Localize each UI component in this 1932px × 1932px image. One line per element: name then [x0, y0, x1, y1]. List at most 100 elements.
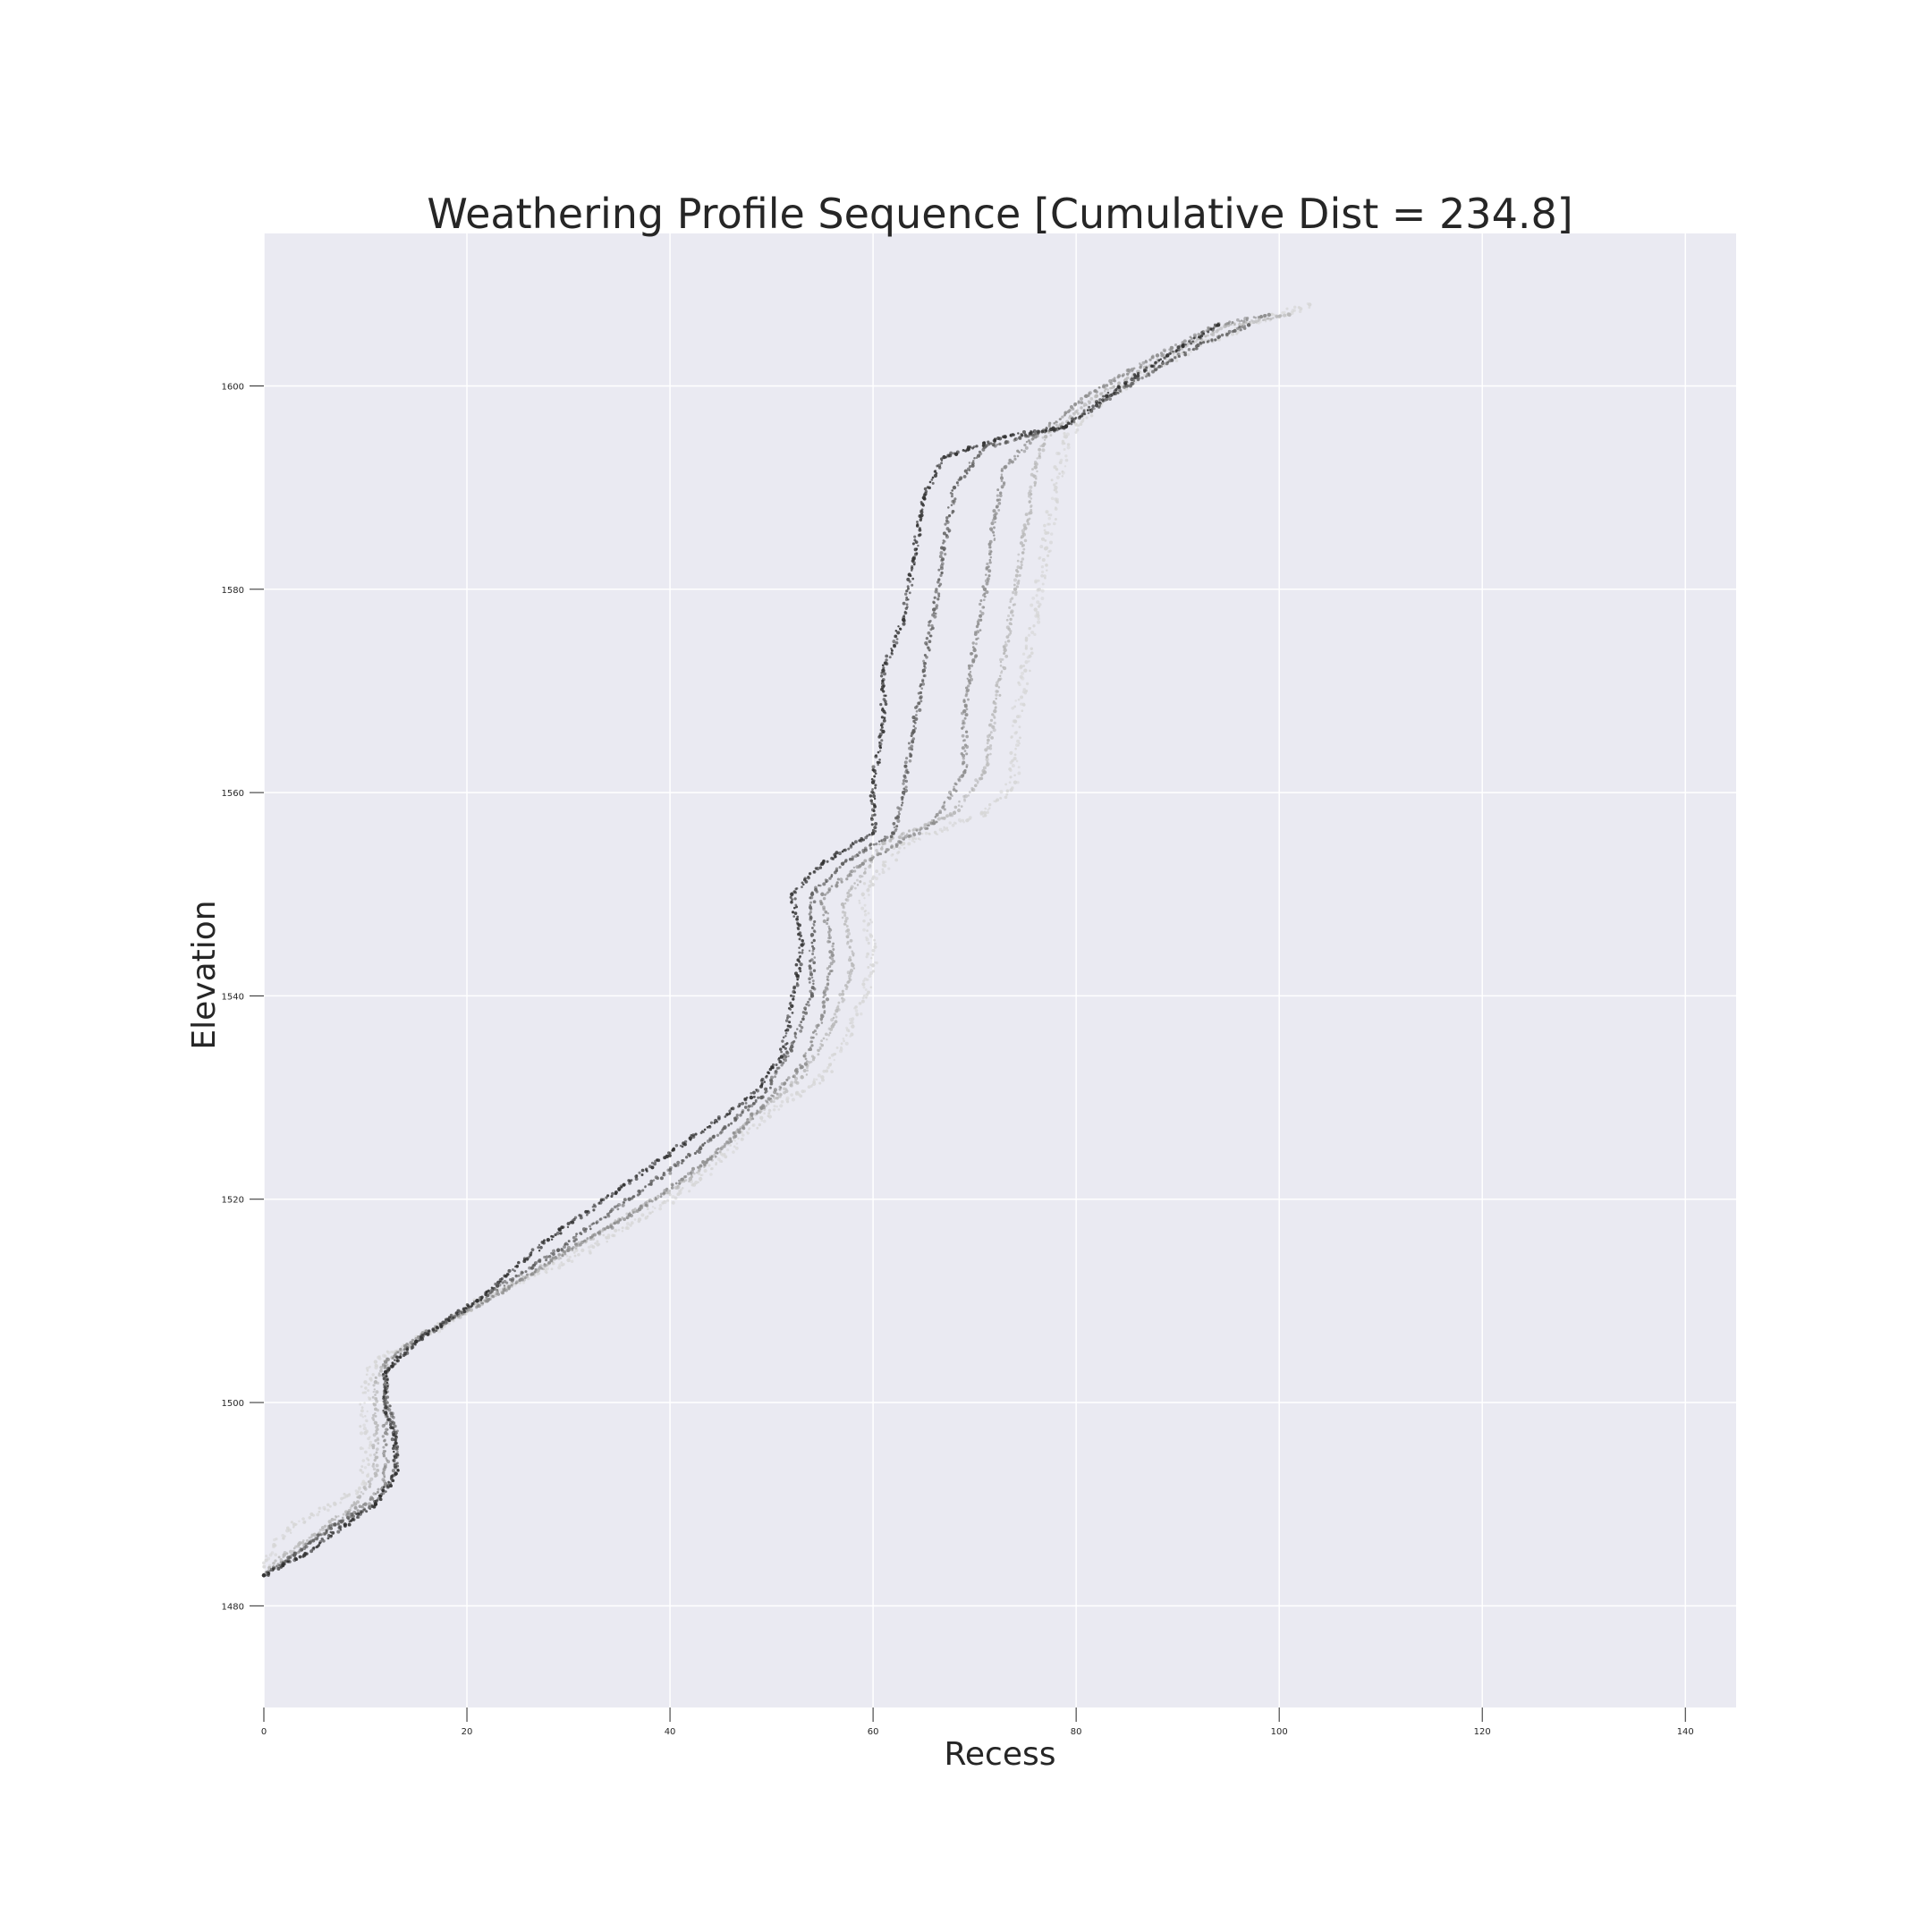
data-point	[1050, 479, 1054, 482]
data-point	[874, 784, 877, 787]
data-point	[379, 1497, 383, 1502]
data-point	[419, 1335, 422, 1338]
data-point	[1047, 522, 1051, 526]
x-tick-label: 40	[665, 1727, 676, 1737]
data-point	[813, 919, 817, 924]
data-point	[524, 1276, 527, 1280]
data-point	[1233, 328, 1237, 333]
data-point	[326, 1533, 331, 1538]
data-point	[817, 1073, 821, 1078]
data-point	[813, 956, 817, 959]
data-point	[1049, 434, 1053, 437]
data-point	[436, 1326, 440, 1330]
data-point	[826, 1065, 830, 1070]
data-point	[1030, 508, 1033, 512]
data-point	[822, 1069, 826, 1073]
data-point	[261, 1573, 267, 1578]
data-point	[983, 441, 986, 445]
data-point	[292, 1522, 297, 1527]
data-point	[1019, 736, 1021, 740]
data-point	[388, 1404, 392, 1408]
data-point	[849, 959, 852, 962]
data-point	[588, 1224, 592, 1228]
data-point	[870, 801, 874, 805]
data-point	[979, 599, 983, 602]
data-point	[766, 1074, 768, 1078]
data-point	[1008, 781, 1012, 784]
data-point	[812, 969, 817, 972]
data-point	[749, 1095, 754, 1100]
data-point	[1219, 326, 1224, 331]
data-point	[884, 702, 888, 707]
data-point	[386, 1377, 389, 1381]
data-point	[1242, 326, 1247, 330]
data-point	[863, 913, 868, 917]
data-point	[396, 1450, 399, 1453]
data-point	[1029, 627, 1031, 630]
data-point	[728, 1112, 732, 1114]
data-point	[487, 1289, 490, 1292]
data-point	[1142, 369, 1147, 372]
data-point	[803, 1062, 808, 1066]
data-point	[832, 1022, 836, 1027]
data-point	[993, 516, 997, 521]
data-point	[799, 1029, 803, 1033]
data-point	[973, 457, 976, 460]
data-point	[559, 1232, 563, 1235]
data-point	[1137, 371, 1140, 376]
data-point	[908, 759, 912, 763]
data-point	[809, 903, 812, 907]
data-point	[646, 1208, 649, 1211]
data-point	[1213, 323, 1217, 327]
data-point	[708, 1164, 711, 1167]
data-point	[676, 1184, 680, 1188]
data-point	[867, 990, 870, 995]
data-point	[585, 1213, 589, 1216]
data-point	[978, 776, 982, 781]
data-point	[888, 656, 892, 659]
data-point	[696, 1165, 699, 1169]
data-point	[1036, 457, 1038, 460]
data-point	[1045, 429, 1048, 432]
data-point	[932, 611, 936, 614]
data-point	[683, 1140, 688, 1144]
data-point	[880, 716, 885, 719]
data-point	[800, 1026, 804, 1030]
data-point	[1088, 391, 1092, 395]
data-point	[1048, 549, 1052, 553]
data-point	[1016, 781, 1020, 784]
data-point	[694, 1181, 699, 1185]
data-point	[992, 728, 996, 733]
data-point	[965, 734, 970, 739]
data-point	[1079, 415, 1082, 419]
data-point	[870, 777, 874, 781]
data-point	[1029, 489, 1032, 493]
data-point	[622, 1182, 626, 1187]
data-point	[819, 1043, 822, 1046]
data-point	[383, 1423, 386, 1427]
data-point	[885, 654, 889, 658]
data-point	[752, 1095, 756, 1098]
data-point	[938, 827, 943, 832]
data-point	[1151, 369, 1155, 374]
data-point	[989, 752, 992, 756]
data-point	[613, 1221, 617, 1225]
data-point	[372, 1413, 376, 1417]
data-point	[360, 1406, 364, 1410]
data-point	[375, 1399, 379, 1403]
data-point	[794, 903, 798, 907]
data-point	[1029, 485, 1033, 489]
data-point	[1189, 335, 1192, 339]
data-point	[510, 1284, 513, 1287]
data-point	[810, 1083, 814, 1087]
data-point	[382, 1400, 386, 1403]
data-point	[543, 1239, 546, 1242]
data-point	[466, 1304, 470, 1308]
data-point	[586, 1237, 589, 1240]
data-point	[827, 1033, 831, 1037]
data-point	[1036, 429, 1040, 434]
data-point	[993, 534, 996, 537]
data-point	[782, 1058, 785, 1061]
data-point	[1224, 325, 1227, 328]
data-point	[1206, 334, 1209, 337]
